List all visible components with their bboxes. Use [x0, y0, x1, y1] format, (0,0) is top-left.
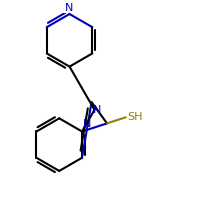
Text: N: N [83, 119, 92, 129]
Text: SH: SH [127, 112, 143, 122]
Text: N: N [93, 105, 101, 115]
Text: N: N [65, 3, 74, 13]
